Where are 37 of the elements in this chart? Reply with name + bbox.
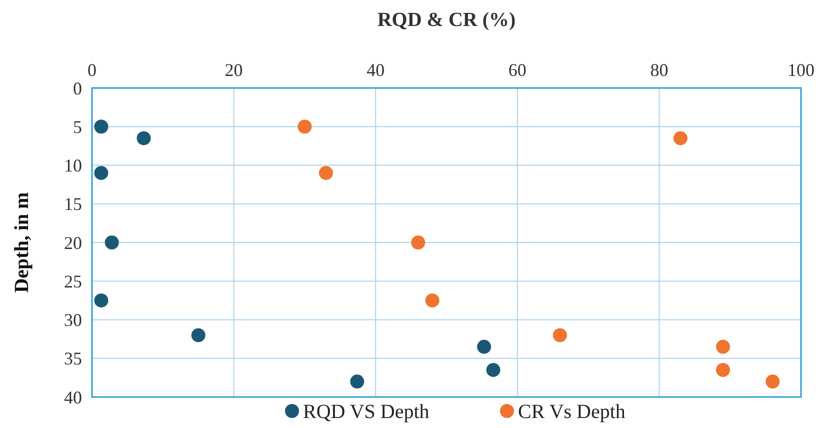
- x-axis-title: RQD & CR (%): [377, 9, 516, 31]
- point: [94, 293, 108, 308]
- y-tick-label: 15: [64, 194, 82, 214]
- point: [318, 166, 333, 180]
- point: [552, 328, 567, 342]
- y-tick-label: 20: [64, 232, 82, 253]
- y-tick-label: 0: [73, 78, 82, 98]
- y-tick-label: 25: [64, 271, 82, 292]
- x-tick-label: 40: [366, 60, 385, 80]
- x-tick-label: 100: [788, 60, 814, 80]
- point: [673, 131, 688, 146]
- point: [350, 374, 364, 389]
- x-tick-label: 20: [224, 60, 243, 80]
- point: [298, 120, 312, 134]
- legend-label: RQD VS Depth: [303, 401, 430, 423]
- point: [411, 236, 426, 250]
- point: [766, 374, 780, 389]
- y-tick-label: 30: [64, 310, 82, 330]
- y-tick-label: 10: [64, 156, 82, 176]
- point: [425, 293, 440, 308]
- y-axis-title: Depth, in m: [11, 192, 33, 293]
- point: [104, 236, 119, 250]
- x-tick-label: 0: [88, 60, 96, 80]
- y-tick-label: 5: [73, 116, 82, 137]
- y-tick-label: 40: [64, 387, 82, 408]
- point: [94, 120, 108, 134]
- point: [486, 362, 500, 377]
- point: [716, 340, 730, 354]
- point: [477, 340, 492, 354]
- x-tick-label: 60: [508, 60, 526, 80]
- point: [136, 131, 151, 146]
- y-tick-label: 35: [64, 348, 82, 369]
- point: [94, 166, 108, 180]
- x-tick-label: 80: [650, 60, 668, 80]
- legend-label: CR Vs Depth: [518, 401, 626, 423]
- point: [191, 328, 206, 342]
- point: [716, 362, 730, 377]
